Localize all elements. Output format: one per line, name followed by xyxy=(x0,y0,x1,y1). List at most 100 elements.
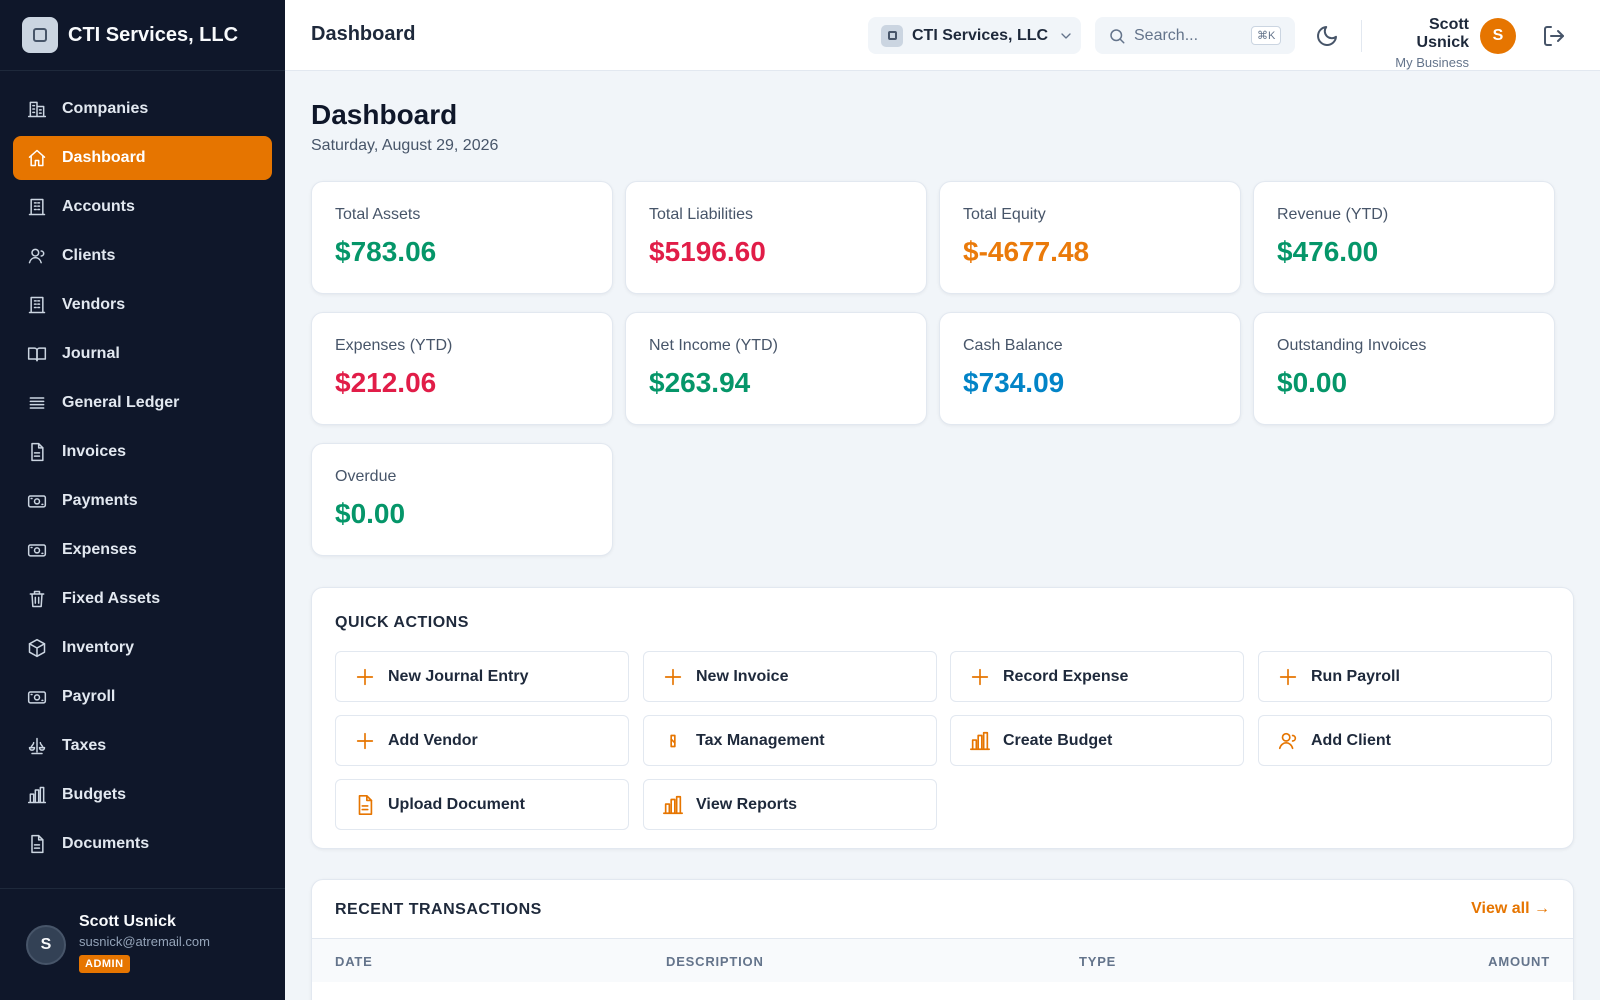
book-icon xyxy=(27,344,47,364)
metric-card-net-income-ytd[interactable]: Net Income (YTD) $263.94 xyxy=(625,312,927,425)
metric-value: $263.94 xyxy=(649,367,751,398)
view-all-link[interactable]: View all → xyxy=(1471,900,1550,917)
quick-action-upload-document[interactable]: Upload Document xyxy=(335,779,629,830)
metric-card-outstanding-invoices[interactable]: Outstanding Invoices $0.00 xyxy=(1253,312,1555,425)
header-user[interactable]: Scott Usnick My Business xyxy=(1375,16,1469,70)
quick-action-label: Add Client xyxy=(1311,731,1391,749)
quick-action-add-client[interactable]: Add Client xyxy=(1258,715,1552,766)
brand-name: CTI Services, LLC xyxy=(68,23,239,46)
avatar: S xyxy=(26,925,66,965)
logout-icon[interactable] xyxy=(1542,24,1566,48)
buildings-icon xyxy=(27,99,47,119)
metric-value: $476.00 xyxy=(1277,236,1379,267)
sidebar-item-taxes[interactable]: Taxes xyxy=(13,724,272,768)
quick-action-record-expense[interactable]: Record Expense xyxy=(950,651,1244,702)
sidebar-item-label: Accounts xyxy=(62,198,135,215)
metric-card-total-equity[interactable]: Total Equity $-4677.48 xyxy=(939,181,1241,294)
sidebar-item-label: General Ledger xyxy=(62,394,180,411)
document-icon xyxy=(354,794,376,816)
metric-value: $5196.60 xyxy=(649,236,766,267)
chart-icon xyxy=(27,785,47,805)
trash-icon xyxy=(27,589,47,609)
cash-icon xyxy=(27,540,47,560)
quick-action-label: Upload Document xyxy=(388,795,525,813)
users-icon xyxy=(27,246,47,266)
sidebar-item-label: Companies xyxy=(62,100,149,117)
column-header-amount[interactable]: AMOUNT xyxy=(1488,954,1550,969)
sidebar-item-vendors[interactable]: Vendors xyxy=(13,283,272,327)
header-avatar[interactable]: S xyxy=(1480,18,1516,54)
metric-card-total-assets[interactable]: Total Assets $783.06 xyxy=(311,181,613,294)
sidebar-user[interactable]: S Scott Usnick susnick@atremail.com ADMI… xyxy=(0,888,285,1000)
quick-action-label: Run Payroll xyxy=(1311,667,1400,685)
quick-action-label: New Journal Entry xyxy=(388,667,529,685)
quick-action-view-reports[interactable]: View Reports xyxy=(643,779,937,830)
chevron-down-icon xyxy=(1061,32,1071,39)
metric-value: $212.06 xyxy=(335,367,437,398)
cash-icon xyxy=(27,491,47,511)
quick-actions-panel: QUICK ACTIONS New Journal Entry New Invoi… xyxy=(311,587,1574,849)
sidebar-item-label: Payroll xyxy=(62,688,116,705)
cube-icon xyxy=(27,638,47,658)
sidebar-item-payments[interactable]: Payments xyxy=(13,479,272,523)
recent-transactions-panel: RECENT TRANSACTIONS View all → DATE DESC… xyxy=(311,879,1574,1000)
sidebar-item-documents[interactable]: Documents xyxy=(13,822,272,866)
user-name: Scott Usnick xyxy=(79,913,176,930)
metric-value: $0.00 xyxy=(1277,367,1348,398)
sidebar-item-journal[interactable]: Journal xyxy=(13,332,272,376)
company-selector[interactable]: CTI Services, LLC xyxy=(868,17,1081,54)
sidebar-item-invoices[interactable]: Invoices xyxy=(13,430,272,474)
sidebar-item-accounts[interactable]: Accounts xyxy=(13,185,272,229)
metric-value: $783.06 xyxy=(335,236,437,267)
brand[interactable]: CTI Services, LLC xyxy=(0,0,285,71)
metric-label: Expenses (YTD) xyxy=(335,337,453,354)
sidebar-item-payroll[interactable]: Payroll xyxy=(13,675,272,719)
quick-action-new-journal-entry[interactable]: New Journal Entry xyxy=(335,651,629,702)
quick-action-run-payroll[interactable]: Run Payroll xyxy=(1258,651,1552,702)
sidebar-item-inventory[interactable]: Inventory xyxy=(13,626,272,670)
sidebar-item-dashboard[interactable]: Dashboard xyxy=(13,136,272,180)
top-header: Dashboard CTI Services, LLC ⌘K Scott Usn… xyxy=(285,0,1600,71)
metric-card-revenue-ytd[interactable]: Revenue (YTD) $476.00 xyxy=(1253,181,1555,294)
plus-icon xyxy=(354,730,376,752)
building-icon xyxy=(27,197,47,217)
sidebar-item-label: Budgets xyxy=(62,786,126,803)
metric-value: $0.00 xyxy=(335,498,406,529)
sidebar-item-clients[interactable]: Clients xyxy=(13,234,272,278)
sidebar-item-label: Taxes xyxy=(62,737,107,754)
metric-card-total-liabilities[interactable]: Total Liabilities $5196.60 xyxy=(625,181,927,294)
quick-actions-title: QUICK ACTIONS xyxy=(335,614,469,631)
column-header-date[interactable]: DATE xyxy=(335,954,373,969)
column-header-type[interactable]: TYPE xyxy=(1079,954,1117,969)
quick-action-tax-management[interactable]: Tax Management xyxy=(643,715,937,766)
quick-action-label: Create Budget xyxy=(1003,731,1113,749)
quick-action-add-vendor[interactable]: Add Vendor xyxy=(335,715,629,766)
plus-icon xyxy=(969,666,991,688)
metric-card-overdue[interactable]: Overdue $0.00 xyxy=(311,443,613,556)
sidebar-item-expenses[interactable]: Expenses xyxy=(13,528,272,572)
search-icon xyxy=(1110,28,1125,43)
quick-action-new-invoice[interactable]: New Invoice xyxy=(643,651,937,702)
header-divider xyxy=(1361,20,1362,52)
quick-action-create-budget[interactable]: Create Budget xyxy=(950,715,1244,766)
sidebar-item-general-ledger[interactable]: General Ledger xyxy=(13,381,272,425)
moon-icon[interactable] xyxy=(1315,24,1339,48)
metric-card-expenses-ytd[interactable]: Expenses (YTD) $212.06 xyxy=(311,312,613,425)
column-header-description[interactable]: DESCRIPTION xyxy=(666,954,764,969)
sidebar-item-companies[interactable]: Companies xyxy=(13,87,272,131)
metric-value: $-4677.48 xyxy=(963,236,1090,267)
search-shortcut: ⌘K xyxy=(1251,26,1282,45)
search-box[interactable]: ⌘K xyxy=(1095,17,1295,54)
header-user-sub: My Business xyxy=(1395,55,1469,70)
plus-icon xyxy=(662,666,684,688)
sidebar-item-fixed-assets[interactable]: Fixed Assets xyxy=(13,577,272,621)
sidebar-item-label: Inventory xyxy=(62,639,135,656)
metric-card-cash-balance[interactable]: Cash Balance $734.09 xyxy=(939,312,1241,425)
search-input[interactable] xyxy=(1134,26,1249,45)
sidebar-item-budgets[interactable]: Budgets xyxy=(13,773,272,817)
header-user-name: Scott Usnick xyxy=(1416,16,1469,51)
plus-icon xyxy=(354,666,376,688)
metric-label: Cash Balance xyxy=(963,337,1063,354)
scale-icon xyxy=(27,736,47,756)
table-header: DATE DESCRIPTION TYPE AMOUNT xyxy=(312,938,1573,982)
